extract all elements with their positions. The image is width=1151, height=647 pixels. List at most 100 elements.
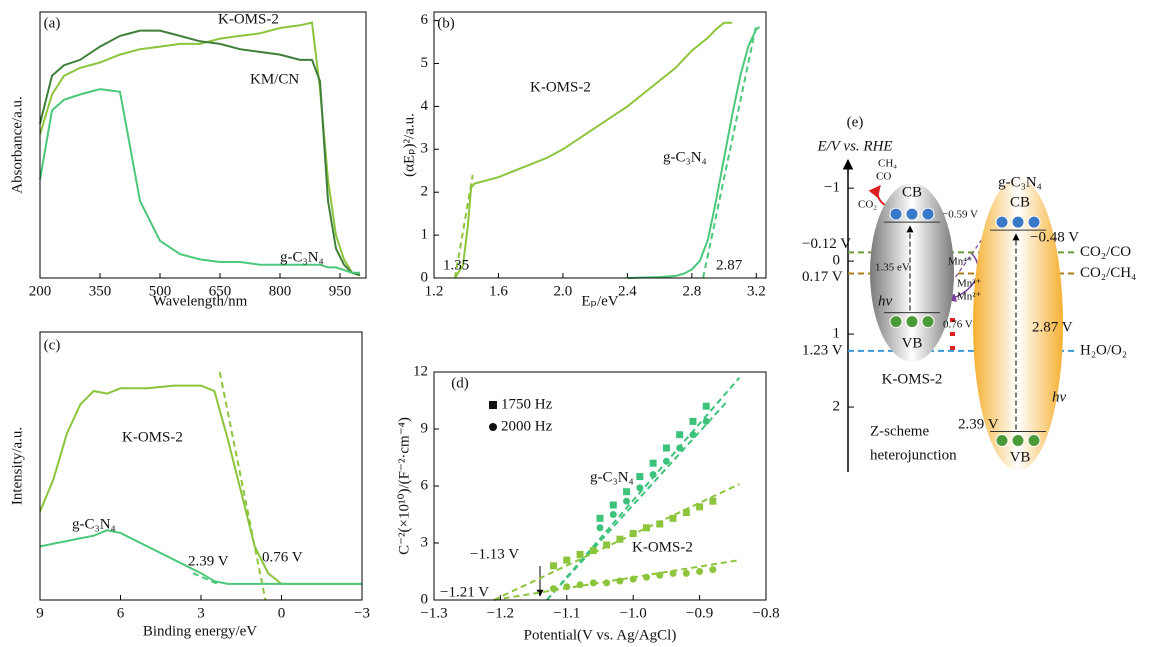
- hole: [995, 434, 1009, 448]
- point: [629, 575, 637, 583]
- x-tick-label: 3.2: [747, 283, 766, 299]
- plot-frame: [39, 11, 367, 279]
- x-tick-label: 1.6: [489, 283, 508, 299]
- point: [709, 566, 717, 574]
- light-label: hν: [878, 293, 893, 309]
- hole: [1011, 434, 1025, 448]
- species-label: CO₂: [858, 199, 877, 211]
- species-label: CH₄: [878, 158, 897, 170]
- x-tick-label: 2.8: [682, 283, 701, 299]
- point: [689, 417, 697, 425]
- point: [616, 577, 624, 585]
- gap-value: 1.35 eV: [875, 262, 910, 274]
- point: [596, 514, 604, 522]
- x-tick-label: 2.0: [554, 283, 573, 299]
- level-name: CO₂/CO: [1080, 244, 1131, 260]
- point: [649, 459, 657, 467]
- y-axis-title: Absorbance/a.u.: [9, 96, 25, 193]
- level-name: H₂O/O₂: [1080, 342, 1127, 358]
- annotation: 1.35: [443, 257, 469, 273]
- point: [550, 585, 558, 593]
- point: [642, 524, 650, 532]
- x-tick-label: 800: [269, 283, 292, 299]
- y-axis-title: Intensity/a.u.: [9, 427, 25, 505]
- panel-label: (b): [437, 15, 455, 31]
- annotation: 2.87: [716, 257, 743, 273]
- point: [563, 583, 571, 591]
- y-tick-label: 3: [421, 534, 429, 550]
- point: [709, 497, 717, 505]
- y-tick-label: 4: [421, 98, 429, 114]
- point: [589, 579, 597, 587]
- semiconductor-name: K-OMS-2: [882, 371, 943, 387]
- x-tick-label: −0.8: [752, 605, 779, 621]
- x-tick-label: −1.2: [487, 605, 514, 621]
- point: [696, 503, 704, 511]
- x-tick-label: −0.9: [686, 605, 713, 621]
- band-label: CB: [902, 184, 922, 200]
- band-label: CB: [1010, 194, 1030, 210]
- scheme-note: Z-scheme: [870, 423, 929, 439]
- legend-marker: [489, 423, 497, 431]
- x-axis-title: Potential(V vs. Ag/AgCl): [524, 627, 677, 643]
- light-label: hν: [1052, 389, 1067, 405]
- level-value: 0.17 V: [802, 269, 843, 285]
- point: [623, 497, 631, 505]
- x-tick-label: 9: [36, 605, 44, 621]
- point: [576, 550, 584, 558]
- point: [609, 501, 617, 509]
- annotation: −1.21 V: [440, 584, 489, 600]
- electron: [1027, 215, 1041, 229]
- level-value: 1.23 V: [802, 342, 843, 358]
- point: [603, 579, 611, 587]
- fit-line: [546, 377, 741, 601]
- legend-label: 1750 Hz: [501, 396, 553, 412]
- scheme-note: heterojunction: [870, 447, 957, 463]
- x-tick-label: −3: [354, 605, 370, 621]
- fit-line: [192, 572, 218, 585]
- annotation: g-C₃N₄: [590, 469, 634, 485]
- level-name: CO₂/CH₄: [1080, 265, 1136, 281]
- point: [589, 547, 597, 555]
- annotation: 0.76 V: [262, 549, 303, 565]
- hole: [921, 315, 935, 329]
- panel-label: (e): [847, 114, 864, 130]
- point: [702, 417, 710, 425]
- point: [563, 556, 571, 564]
- point: [596, 524, 604, 532]
- x-tick-label: −1.0: [620, 605, 647, 621]
- series-label: K-OMS-2: [218, 11, 279, 27]
- semiconductor: [870, 183, 954, 362]
- x-tick-label: 200: [29, 283, 52, 299]
- series-label: g-C₃N₄: [72, 516, 116, 532]
- panel-label: (c): [44, 337, 61, 353]
- electron: [889, 207, 903, 221]
- curve: [39, 88, 360, 274]
- point: [696, 568, 704, 575]
- band-label: VB: [1010, 449, 1031, 465]
- electron: [905, 207, 919, 221]
- series-label: g-C₃N₄: [280, 249, 324, 265]
- x-tick-label: 1.2: [425, 283, 444, 299]
- y-tick-label: 5: [421, 55, 429, 71]
- ion-label: Mn²⁺: [957, 291, 982, 303]
- fit-line: [454, 174, 474, 279]
- point: [576, 581, 584, 589]
- fit-line: [218, 372, 267, 601]
- point: [609, 511, 617, 518]
- x-tick-label: 2.4: [618, 283, 637, 299]
- y-tick-label: 3: [421, 141, 429, 157]
- point: [616, 535, 624, 543]
- point: [629, 530, 637, 537]
- point: [636, 484, 644, 492]
- y-tick-label: 1: [833, 326, 841, 342]
- x-tick-label: 650: [209, 283, 232, 299]
- x-tick-label: 3: [197, 605, 205, 621]
- point: [656, 520, 664, 528]
- y-axis-title: (αEₚ)²/a.u.: [401, 113, 417, 177]
- legend-marker: [489, 401, 497, 409]
- series-label: g-C₃N₄: [663, 149, 707, 165]
- point: [669, 569, 677, 577]
- y-tick-label: 6: [421, 477, 429, 493]
